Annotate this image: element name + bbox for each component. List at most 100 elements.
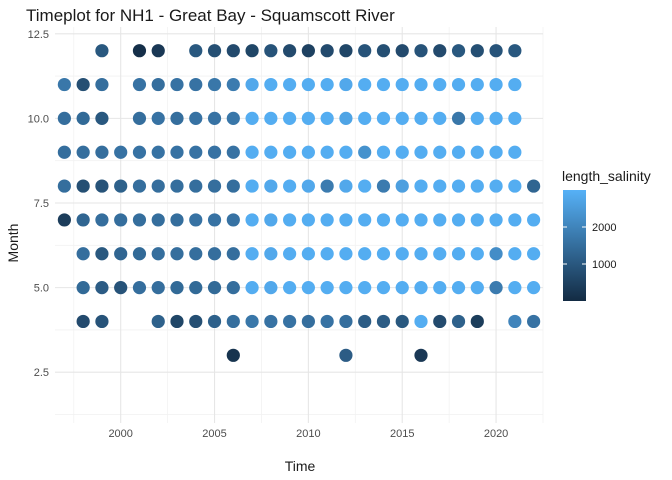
data-point xyxy=(207,145,222,159)
data-point xyxy=(170,247,184,261)
data-point xyxy=(508,179,522,193)
data-point xyxy=(339,111,353,125)
data-point xyxy=(189,145,203,159)
data-point xyxy=(283,111,297,125)
data-point xyxy=(264,314,278,329)
data-point xyxy=(76,111,90,125)
data-point xyxy=(451,44,466,58)
data-point xyxy=(301,314,315,329)
data-point xyxy=(320,111,334,125)
data-point xyxy=(189,314,203,329)
data-point xyxy=(283,77,297,92)
data-point xyxy=(320,44,334,58)
data-point xyxy=(151,179,165,193)
legend-colorbar xyxy=(563,190,586,301)
data-point xyxy=(414,314,428,329)
data-point xyxy=(189,281,203,295)
data-point xyxy=(226,281,240,295)
data-point xyxy=(132,213,147,227)
data-point xyxy=(527,314,541,329)
data-point xyxy=(189,179,203,193)
data-point xyxy=(76,145,90,159)
chart-title: Timeplot for NH1 - Great Bay - Squamscot… xyxy=(26,6,395,25)
data-point xyxy=(76,213,90,227)
y-tick-label: 5.0 xyxy=(34,283,49,295)
x-tick-label: 2015 xyxy=(390,428,414,440)
data-point xyxy=(451,179,466,193)
data-point xyxy=(170,111,184,125)
data-point xyxy=(527,179,541,193)
data-point xyxy=(264,77,278,92)
data-point xyxy=(470,247,484,261)
data-point xyxy=(132,77,147,92)
data-point xyxy=(508,213,522,227)
data-point xyxy=(132,145,147,159)
data-point xyxy=(189,77,203,92)
data-point xyxy=(414,281,428,295)
data-point xyxy=(226,247,240,261)
data-point xyxy=(508,145,522,159)
data-point xyxy=(470,77,484,92)
data-point xyxy=(433,213,447,227)
data-point xyxy=(433,247,447,261)
data-point xyxy=(358,145,372,159)
data-point xyxy=(151,281,165,295)
data-point xyxy=(358,281,372,295)
data-point xyxy=(264,145,278,159)
data-point xyxy=(207,281,222,295)
data-point xyxy=(358,247,372,261)
data-point xyxy=(114,179,128,193)
data-point xyxy=(151,111,165,125)
data-point xyxy=(358,44,372,58)
data-point xyxy=(301,179,315,193)
legend-title: length_salinity xyxy=(562,168,651,184)
data-point xyxy=(76,77,90,92)
axis-ticks: 2000 2005 2010 2015 2020 2.5 5.0 7.5 10.0 12.5 xyxy=(28,29,509,440)
data-point xyxy=(245,44,259,58)
data-point xyxy=(320,145,334,159)
data-point xyxy=(76,247,90,261)
data-point xyxy=(114,247,128,261)
data-point xyxy=(414,348,428,362)
x-tick-label: 2000 xyxy=(108,428,132,440)
data-point xyxy=(264,44,278,58)
data-point xyxy=(151,247,165,261)
data-point xyxy=(189,44,203,58)
data-point xyxy=(114,213,128,227)
data-point xyxy=(414,213,428,227)
data-point xyxy=(301,213,315,227)
data-point xyxy=(76,179,90,193)
data-point xyxy=(358,213,372,227)
data-point xyxy=(451,281,466,295)
data-point xyxy=(508,44,522,58)
data-point xyxy=(376,44,391,58)
data-point xyxy=(414,77,428,92)
data-point xyxy=(489,44,503,58)
data-point xyxy=(264,179,278,193)
data-point xyxy=(527,213,541,227)
data-point xyxy=(95,179,109,193)
data-point xyxy=(395,247,409,261)
data-point xyxy=(470,213,484,227)
data-point xyxy=(358,179,372,193)
data-point xyxy=(470,44,484,58)
data-point xyxy=(264,111,278,125)
data-point xyxy=(301,247,315,261)
data-point xyxy=(95,247,109,261)
data-point xyxy=(207,111,222,125)
data-point xyxy=(395,111,409,125)
data-point xyxy=(451,145,466,159)
data-point xyxy=(283,281,297,295)
y-tick-label: 2.5 xyxy=(34,367,49,379)
data-point xyxy=(114,281,128,295)
data-point xyxy=(170,179,184,193)
x-tick-label: 2020 xyxy=(484,428,508,440)
color-legend: length_salinity 1000 2000 xyxy=(562,168,651,301)
legend-tick-label: 2000 xyxy=(592,222,616,234)
data-point xyxy=(226,213,240,227)
data-point xyxy=(339,44,353,58)
data-point xyxy=(489,145,503,159)
data-point xyxy=(376,247,391,261)
data-point xyxy=(508,281,522,295)
data-point xyxy=(226,111,240,125)
